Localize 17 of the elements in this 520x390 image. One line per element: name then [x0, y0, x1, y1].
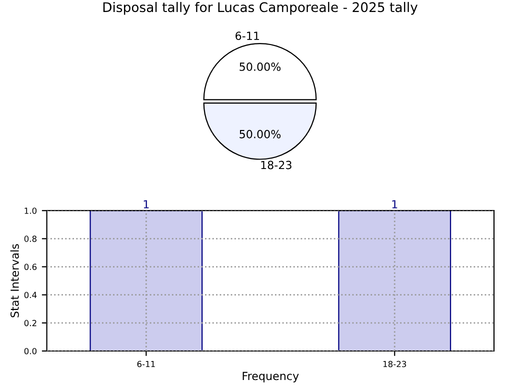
y-tick-label: 0.0 [24, 348, 37, 354]
slice-label: 6-11 [236, 32, 259, 40]
pie-slice [203, 102, 317, 160]
data-label: 50.00% [240, 130, 281, 138]
y-tick-label: 0.6 [24, 264, 37, 270]
y-tick-label: 0.2 [24, 320, 36, 326]
y-tick-label: 1.0 [24, 208, 37, 214]
y-tick-label: 0.4 [24, 292, 37, 298]
pie-slice [203, 43, 317, 100]
chart-title: Disposal tally for Lucas Camporeale - 2025 tally [103, 2, 418, 15]
data-label: 1 [144, 200, 149, 208]
y-tick-label: 0.8 [24, 236, 37, 242]
data-label: 50.00% [240, 62, 281, 71]
x-axis-title: Frequency [242, 372, 299, 382]
slice-label: 18-23 [261, 160, 292, 170]
y-axis-title: Stat Intervals [10, 244, 19, 318]
data-label: 1 [392, 200, 398, 208]
